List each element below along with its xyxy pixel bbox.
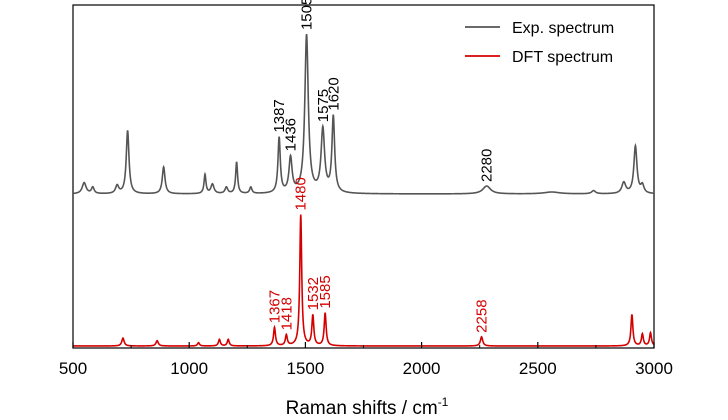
peak-label-1532: 1532 xyxy=(305,277,322,310)
series-line-dft xyxy=(73,214,655,347)
x-axis-title: Raman shifts / cm-1 xyxy=(286,395,449,419)
legend-label-dft: DFT spectrum xyxy=(512,49,613,66)
peak-label-1505: 1505 xyxy=(299,0,316,30)
series-layer xyxy=(72,33,655,347)
series-line-exp xyxy=(72,33,655,195)
x-tick-label: 2000 xyxy=(403,359,441,378)
peak-label-1418: 1418 xyxy=(278,297,295,330)
x-axis-title-sup: -1 xyxy=(438,395,449,409)
peak-label-1367: 1367 xyxy=(266,290,283,323)
peak-label-1585: 1585 xyxy=(317,275,334,308)
x-tick-label: 1500 xyxy=(286,359,324,378)
peak-label-1480: 1480 xyxy=(293,177,310,210)
peak-label-1575: 1575 xyxy=(315,89,332,122)
x-tick-label: 2500 xyxy=(519,359,557,378)
legend-label-exp: Exp. spectrum xyxy=(512,20,614,37)
x-axis-title-text: Raman shifts / cm xyxy=(286,398,438,419)
x-tick-label: 3000 xyxy=(635,359,673,378)
x-tick-label: 1000 xyxy=(170,359,208,378)
legend: Exp. spectrum DFT spectrum xyxy=(465,20,614,66)
x-axis-ticks: 500 1000 1500 2000 2500 3000 xyxy=(59,342,673,378)
peak-label-1387: 1387 xyxy=(271,99,288,132)
peak-label-2280: 2280 xyxy=(479,149,496,182)
x-tick-label: 500 xyxy=(59,359,87,378)
peak-label-1620: 1620 xyxy=(325,77,342,110)
peak-label-2258: 2258 xyxy=(474,299,491,332)
peak-label-1436: 1436 xyxy=(283,118,300,151)
